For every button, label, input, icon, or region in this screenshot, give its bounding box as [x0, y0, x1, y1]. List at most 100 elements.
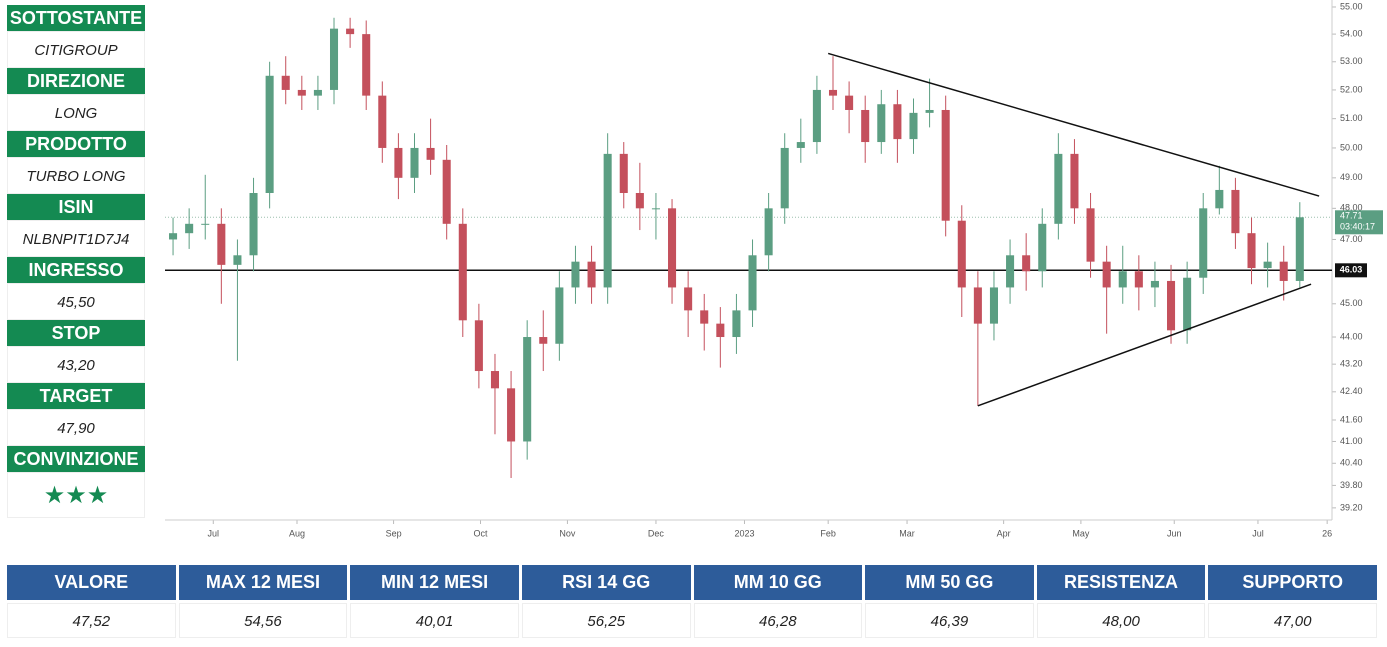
y-tick-label: 48.00 — [1340, 203, 1363, 213]
candle-body — [1295, 217, 1304, 281]
candle-body — [1086, 208, 1095, 262]
y-tick-label: 42.40 — [1340, 386, 1363, 396]
y-tick-label: 49.00 — [1340, 172, 1363, 182]
candle-body — [507, 388, 516, 442]
candle-body — [1167, 280, 1176, 331]
candle-body — [1102, 261, 1111, 288]
candle-body — [490, 371, 500, 389]
y-tick-label: 55.00 — [1340, 1, 1363, 11]
trendline — [827, 52, 1320, 197]
table-header: MM 10 GG — [693, 565, 863, 600]
item-value: CITIGROUP — [7, 31, 145, 68]
candle-body — [748, 255, 757, 311]
candle-body — [571, 261, 580, 288]
x-tick-label: Dec — [648, 528, 665, 538]
candle-body — [1263, 261, 1272, 269]
candle-body — [668, 208, 677, 288]
x-tick-label: Apr — [997, 528, 1011, 538]
candle-body — [426, 147, 435, 160]
item-label: INGRESSO — [7, 257, 145, 283]
item-value: 45,50 — [7, 283, 145, 320]
candle-body — [1215, 189, 1224, 209]
price-label-box — [1335, 210, 1383, 235]
candle-body — [217, 223, 226, 265]
candle-body — [233, 255, 242, 265]
table-value: 46,39 — [865, 603, 1034, 638]
candle-body — [378, 95, 387, 148]
x-tick-label: 26 — [1322, 528, 1332, 538]
candle-body — [635, 192, 644, 209]
chart: 55.00 54.00 53.00 52.00 51.00 50.00 49.00 48.00… — [165, 0, 1383, 538]
item-label: PRODOTTO — [7, 131, 145, 157]
y-tick-label: 53.00 — [1340, 56, 1363, 66]
candle-body — [474, 320, 483, 372]
candle-body — [1118, 271, 1127, 288]
x-tick-label: Mar — [899, 528, 915, 538]
candle-body — [442, 159, 451, 224]
table-header: RESISTENZA — [1036, 565, 1206, 600]
x-tick-label: Oct — [473, 528, 488, 538]
candle-body — [651, 208, 660, 210]
candle-body — [329, 28, 339, 90]
candle-body — [523, 337, 532, 442]
table-header: RSI 14 GG — [521, 565, 691, 600]
candle-body — [764, 208, 773, 256]
candle-body — [780, 147, 789, 209]
y-tick-label: 40.40 — [1340, 458, 1363, 468]
candle-body — [1070, 153, 1079, 209]
y-tick-label: 47.00 — [1340, 234, 1363, 244]
y-tick-label: 39.80 — [1340, 480, 1363, 490]
y-tick-label: 44.00 — [1340, 331, 1363, 341]
table-header: MM 50 GG — [865, 565, 1034, 600]
candle-body — [587, 261, 596, 288]
y-tick-label: 39.20 — [1340, 502, 1363, 512]
item-value: 43,20 — [7, 346, 145, 383]
table-value: 47,52 — [7, 603, 176, 638]
y-tick-label: 50.00 — [1340, 142, 1363, 152]
candle-body — [603, 153, 612, 288]
y-tick-label: 45.00 — [1340, 298, 1363, 308]
candle-body — [1150, 280, 1159, 288]
candle-body — [796, 142, 805, 148]
y-tick-label: 41.60 — [1340, 414, 1363, 424]
candle-body — [201, 223, 210, 225]
candle-body — [410, 147, 419, 178]
candle-body — [362, 34, 371, 96]
x-tick-label: Jul — [1252, 528, 1264, 538]
candle-body — [249, 192, 258, 256]
trendline — [977, 283, 1312, 407]
candle-body — [973, 287, 982, 324]
candle-body — [1054, 153, 1063, 224]
y-tick-label: 52.00 — [1340, 84, 1363, 94]
candle-body — [941, 109, 950, 221]
y-tick-label: 54.00 — [1340, 28, 1363, 38]
table-value: 40,01 — [350, 603, 519, 638]
candle-body — [828, 89, 838, 96]
candle-body — [169, 233, 178, 240]
candle-body — [281, 75, 290, 90]
candle-body — [1022, 255, 1031, 272]
x-tick-label: Sep — [386, 528, 402, 538]
time-label: 03:40:17 — [1340, 222, 1375, 232]
y-tick-label: 41.00 — [1340, 436, 1363, 446]
candle-body — [861, 109, 870, 143]
item-label: ISIN — [7, 194, 145, 220]
x-tick-label: Feb — [820, 528, 836, 538]
candle-body — [1038, 223, 1047, 272]
table-header: MIN 12 MESI — [350, 565, 519, 600]
sidebar: SOTTOSTANTE CITIGROUP DIREZIONE LONG PRODOTT… — [7, 5, 145, 518]
table-header: SUPPORTO — [1208, 565, 1377, 600]
candle-body — [1006, 255, 1015, 288]
x-tick-label: May — [1072, 528, 1090, 538]
candle-body — [845, 95, 854, 110]
table-header: MAX 12 MESI — [178, 565, 348, 600]
candle-body — [313, 89, 322, 96]
candle-body — [265, 75, 274, 193]
candle-body — [909, 112, 918, 140]
table-value: 46,28 — [693, 603, 863, 638]
candle-body — [925, 109, 934, 113]
candle-body — [1199, 208, 1208, 278]
stats-table: VALORE MAX 12 MESI MIN 12 MESI RSI 14 GG MM … — [7, 565, 1377, 638]
candle-body — [619, 153, 628, 193]
